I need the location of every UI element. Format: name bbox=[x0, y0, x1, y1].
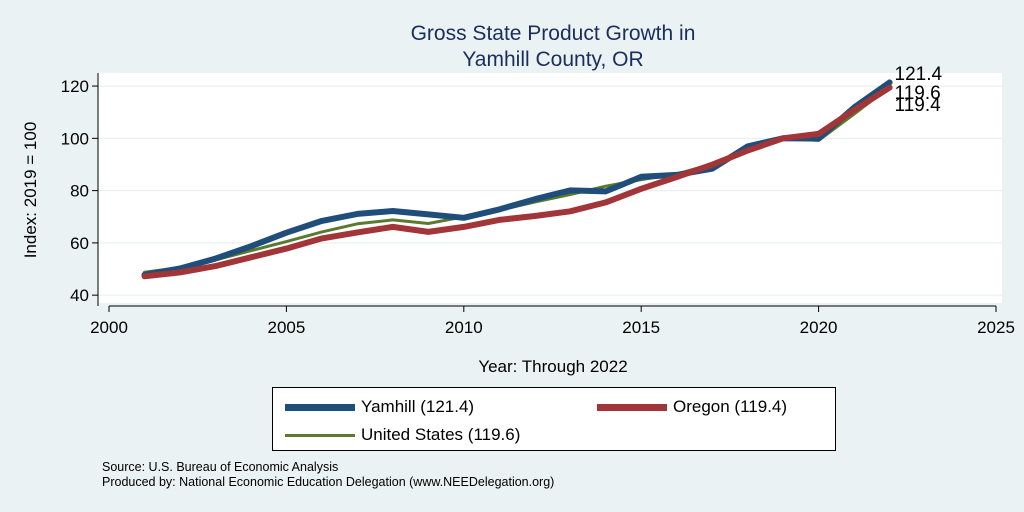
end-label: 121.4 bbox=[895, 64, 943, 85]
footer-produced-by: Produced by: National Economic Education… bbox=[102, 475, 555, 489]
chart-title-line-1: Gross State Product Growth in bbox=[411, 22, 696, 45]
x-tick-label: 2005 bbox=[267, 318, 305, 337]
legend-item-oregon: Oregon (119.4) bbox=[597, 397, 787, 417]
y-tick-label: 60 bbox=[70, 234, 89, 253]
legend-label-yamhill: Yamhill (121.4) bbox=[361, 397, 475, 416]
series-lines bbox=[141, 79, 893, 280]
x-axis-label: Year: Through 2022 bbox=[478, 357, 627, 376]
x-tick-label: 2010 bbox=[445, 318, 483, 337]
y-axis-label: Index: 2019 = 100 bbox=[21, 122, 40, 259]
x-tick-label: 2025 bbox=[977, 318, 1015, 337]
end-label: 119.4 bbox=[895, 95, 942, 116]
legend-swatch-united-states bbox=[285, 433, 355, 437]
gridlines bbox=[98, 85, 1002, 296]
legend-label-united-states: United States (119.6) bbox=[361, 425, 521, 444]
axes: 40 60 80 100 120 2000 2005 2010 2015 2020 2025 bbox=[61, 73, 1015, 337]
y-tick-label: 40 bbox=[70, 286, 89, 305]
chart-title-line-2: Yamhill County, OR bbox=[462, 48, 643, 71]
legend-swatch-yamhill bbox=[285, 403, 355, 411]
plot-area bbox=[98, 73, 1002, 303]
x-tick-label: 2020 bbox=[800, 318, 838, 337]
x-tick-label: 2000 bbox=[90, 318, 128, 337]
legend-swatch-oregon bbox=[597, 403, 667, 411]
end-label: 119.6 bbox=[895, 83, 941, 104]
y-tick-label: 120 bbox=[61, 77, 89, 96]
y-tick-label: 100 bbox=[61, 129, 89, 148]
series-line-oregon bbox=[141, 84, 893, 280]
legend-item-yamhill: Yamhill (121.4) bbox=[285, 397, 474, 417]
legend-item-united-states: United States (119.6) bbox=[285, 425, 520, 445]
legend: Yamhill (121.4) Oregon (119.4) United St… bbox=[272, 387, 836, 451]
x-tick-label: 2015 bbox=[622, 318, 660, 337]
y-tick-label: 80 bbox=[70, 182, 89, 201]
footer-source: Source: U.S. Bureau of Economic Analysis bbox=[102, 460, 339, 474]
legend-label-oregon: Oregon (119.4) bbox=[673, 397, 788, 416]
